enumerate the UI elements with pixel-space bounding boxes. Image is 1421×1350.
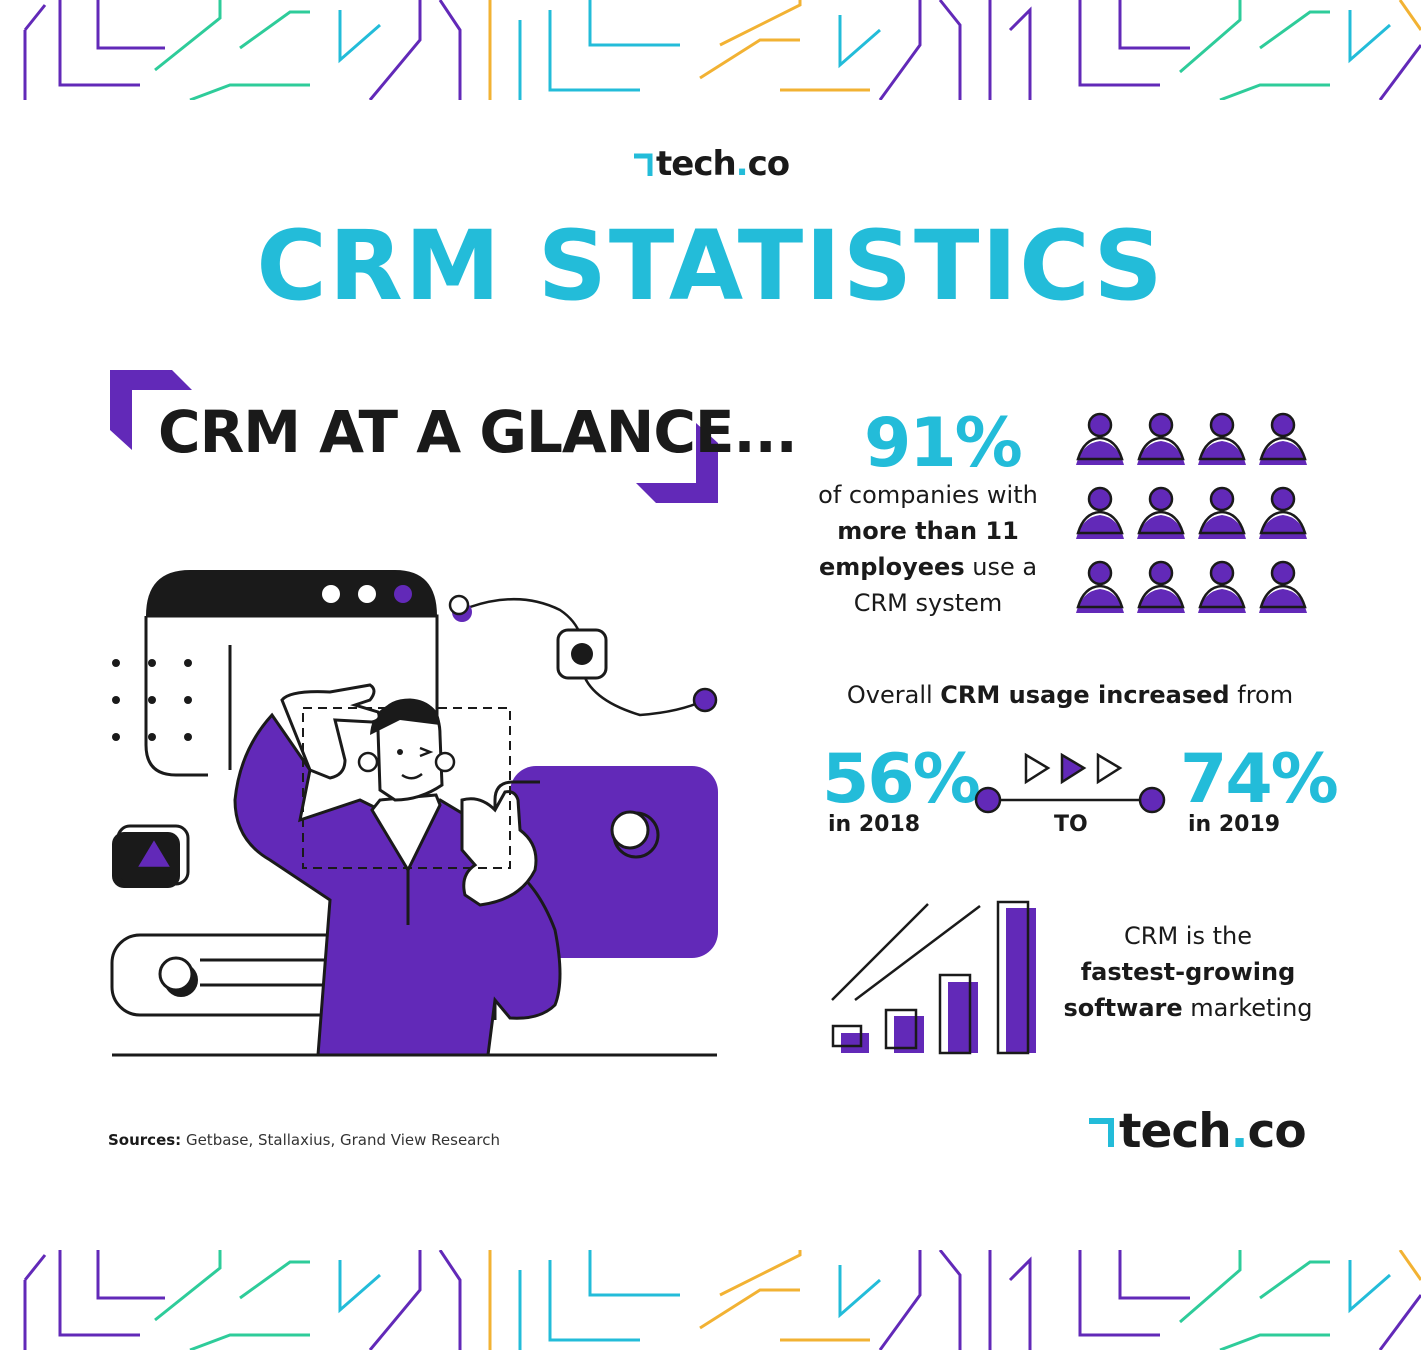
stat-91-line3: use a — [964, 553, 1038, 581]
growth-line3: marketing — [1182, 994, 1313, 1022]
person-icon — [1259, 560, 1307, 613]
logo-tld: co — [1247, 1104, 1307, 1159]
person-icon — [1259, 412, 1307, 465]
usage-bold: CRM usage increased — [940, 681, 1230, 709]
tech-co-logo: tech. co — [632, 144, 791, 184]
sources-label: Sources: — [108, 1131, 182, 1149]
stat-91-line4: CRM system — [853, 589, 1003, 617]
growth-caption: CRM is the fastest-growing software mark… — [1050, 918, 1326, 1026]
person-icon — [1198, 412, 1246, 465]
person-icon — [1076, 412, 1124, 465]
play-arrow-icon — [1096, 752, 1123, 785]
usage-suffix: from — [1229, 681, 1294, 709]
logo-text: tech — [1119, 1104, 1232, 1159]
logo-tld: co — [747, 144, 791, 184]
person-icon — [1198, 560, 1246, 613]
growth-bold2: software — [1063, 994, 1183, 1022]
usage-from-year: in 2018 — [828, 812, 921, 837]
growth-bold1: fastest-growing — [1080, 958, 1296, 986]
sources-text: Getbase, Stallaxius, Grand View Research — [181, 1131, 500, 1149]
tech-co-logo-footer: tech. co — [1086, 1104, 1307, 1159]
logo-text: tech — [656, 144, 737, 184]
logo-dot: . — [735, 144, 749, 184]
sources-note: Sources: Getbase, Stallaxius, Grand View… — [108, 1131, 500, 1149]
growth-line1: CRM is the — [1124, 922, 1252, 950]
page-title: CRM STATISTICS — [256, 210, 1165, 322]
decorative-pattern-top — [23, 0, 1421, 100]
usage-caption: Overall CRM usage increased from — [820, 677, 1320, 713]
usage-to-value: 74% — [1180, 740, 1339, 819]
usage-from-value: 56% — [822, 740, 981, 819]
person-icon — [1076, 486, 1124, 539]
glance-heading: CRM AT A GLANCE... — [158, 398, 798, 466]
person-icon — [1137, 560, 1185, 613]
usage-connector: TO — [1054, 812, 1088, 837]
person-icon — [1137, 486, 1185, 539]
stat-91-line1: of companies with — [818, 481, 1038, 509]
stat-91-caption: of companies with more than 11 employees… — [800, 477, 1056, 621]
play-arrow-icon — [1060, 752, 1087, 785]
stat-91-bold1: more than 11 — [837, 517, 1019, 545]
person-icon — [1076, 560, 1124, 613]
tech-co-logo-icon — [1089, 1118, 1114, 1147]
play-arrow-icon — [1024, 752, 1051, 785]
dot-grid-icon — [112, 659, 192, 741]
stat-91-value: 91% — [864, 404, 1023, 483]
person-icon — [1259, 486, 1307, 539]
usage-prefix: Overall — [846, 681, 941, 709]
logo-dot: . — [1230, 1104, 1249, 1159]
person-icon — [1137, 412, 1185, 465]
usage-to-year: in 2019 — [1188, 812, 1281, 837]
window-icon — [144, 570, 439, 777]
stat-91-bold2: employees — [818, 553, 965, 581]
tech-co-logo-icon — [634, 153, 653, 176]
person-icon — [1198, 486, 1246, 539]
decorative-pattern-bottom — [23, 1250, 1421, 1350]
